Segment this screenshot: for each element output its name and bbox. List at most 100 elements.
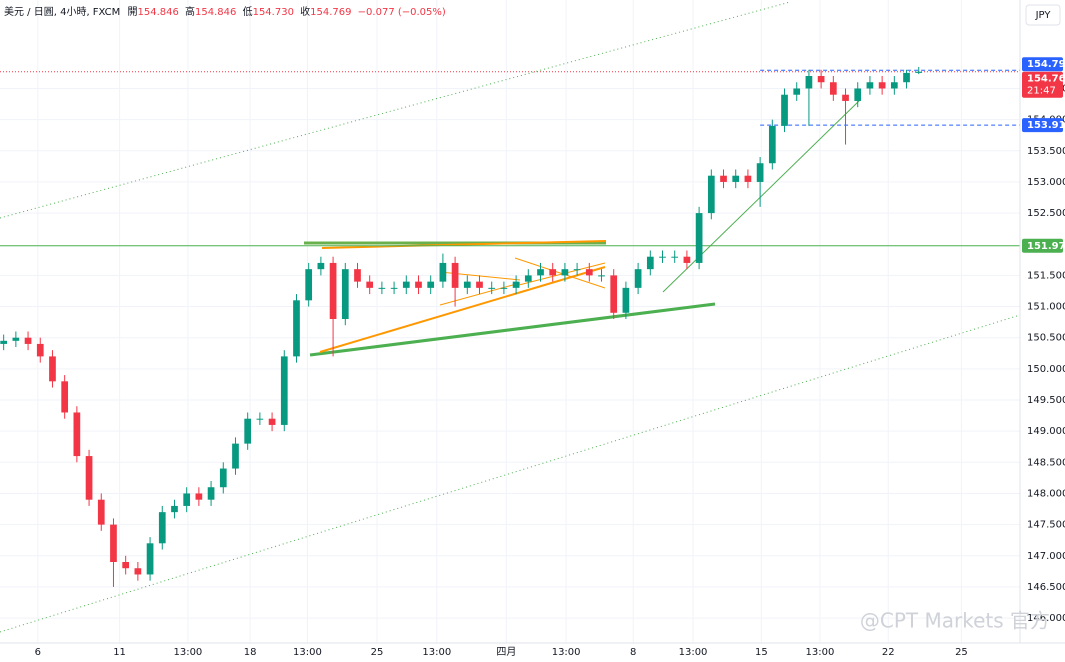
candle-body: [415, 281, 422, 288]
quote-label: 開: [127, 6, 137, 18]
x-tick-label: 22: [882, 647, 895, 658]
candle-body: [85, 456, 93, 500]
triangle-line: [319, 266, 606, 353]
candle-body: [744, 175, 752, 182]
candle-body: [573, 269, 581, 271]
candle-body: [146, 543, 154, 575]
candle-body: [378, 287, 386, 289]
candle-body: [646, 256, 654, 270]
candle-body: [805, 76, 813, 89]
candle-body: [171, 505, 178, 513]
candle-body: [890, 82, 898, 89]
x-tick-label: 25: [955, 647, 968, 658]
candle-body: [317, 262, 325, 270]
candle-body: [207, 487, 215, 500]
candle-body: [598, 275, 605, 277]
last-price-badge: [1022, 71, 1063, 98]
quote-value: 154.846: [195, 7, 236, 18]
x-tick-label: 13:00: [805, 647, 834, 658]
candle-body: [915, 71, 923, 73]
candle-body: [720, 175, 727, 182]
candle-body: [549, 269, 557, 276]
x-tick-label: 25: [371, 647, 384, 658]
candle-body: [183, 493, 191, 506]
y-tick-label: 153.000: [1027, 177, 1065, 188]
y-tick-label: 147.500: [1027, 520, 1065, 531]
candle-body: [537, 269, 544, 276]
x-tick-label: 8: [630, 647, 636, 658]
currency-label[interactable]: JPY: [1035, 10, 1052, 21]
candle-body: [683, 256, 691, 263]
candle-body: [585, 269, 593, 276]
candle-body: [329, 262, 337, 320]
y-tick-label: 149.500: [1027, 395, 1065, 406]
candle-body: [293, 300, 300, 357]
candle-body: [488, 287, 496, 289]
candle-body: [158, 512, 166, 544]
level-badge: [1022, 57, 1063, 72]
symbol: 美元 / 日圓, 4小時, FXCM: [4, 5, 120, 18]
candle-body: [524, 275, 532, 282]
quote-label: 高: [185, 5, 195, 18]
quote-value: 154.846: [137, 7, 178, 18]
x-tick-label: 13:00: [173, 647, 202, 658]
header: 美元 / 日圓, 4小時, FXCM 開154.846 高154.846 低15…: [4, 5, 446, 18]
candle-body: [134, 568, 142, 575]
candle-body: [500, 287, 508, 289]
candle-body: [12, 337, 20, 341]
watermark: @CPT Markets 官方: [860, 609, 1050, 633]
countdown-label: 21:47: [1027, 86, 1056, 97]
candle-body: [36, 343, 44, 357]
y-tick-label: 146.500: [1027, 582, 1065, 593]
candle-body: [427, 281, 435, 288]
candle-body: [280, 356, 288, 425]
triangle-line: [321, 240, 607, 249]
x-tick-label: 15: [755, 647, 768, 658]
candle-body: [854, 88, 862, 101]
quote-label: 低: [243, 5, 253, 18]
x-tick-label: 13:00: [293, 647, 322, 658]
candle-body: [402, 281, 410, 288]
change: −0.077 (−0.05%): [358, 7, 446, 18]
trend-line: [309, 302, 716, 357]
y-tick-label: 146.000: [1027, 613, 1065, 624]
candle-body: [512, 281, 520, 288]
y-tick-label: 150.000: [1027, 364, 1065, 375]
candle-body: [451, 262, 459, 288]
candle-body: [354, 269, 361, 282]
candle-body: [622, 287, 630, 313]
candles: [0, 66, 923, 587]
x-tick-label: 13:00: [679, 647, 708, 658]
last-price-label: 154.769: [1027, 74, 1065, 85]
triangle-line: [514, 257, 606, 289]
level-badge: [1022, 118, 1063, 133]
x-tick-label: 18: [244, 647, 257, 658]
triangle-line: [514, 262, 606, 287]
drawings: [0, 1, 1021, 633]
quote-value: 154.769: [310, 7, 351, 18]
candle-body: [903, 72, 910, 83]
candle-body: [878, 82, 886, 89]
candle-body: [110, 524, 117, 563]
candle-body: [610, 275, 618, 313]
quote-label: 收: [300, 5, 310, 18]
candle-body: [244, 418, 252, 444]
y-tick-label: 147.000: [1027, 551, 1065, 562]
candle-body: [561, 269, 569, 276]
currency-button[interactable]: [1025, 4, 1061, 26]
channel-line: [0, 1, 791, 219]
candle-body: [659, 256, 666, 258]
candle-body: [232, 443, 239, 469]
y-tick-label: 151.000: [1027, 302, 1065, 313]
level-label: 154.793: [1027, 59, 1065, 70]
candle-body: [842, 94, 849, 101]
x-tick-label: 6: [35, 647, 41, 658]
candle-body: [219, 468, 227, 488]
candle-body: [305, 269, 313, 301]
candle-body: [707, 175, 715, 214]
candle-body: [439, 262, 447, 282]
candle-body: [49, 356, 56, 382]
candle-body: [756, 163, 764, 182]
